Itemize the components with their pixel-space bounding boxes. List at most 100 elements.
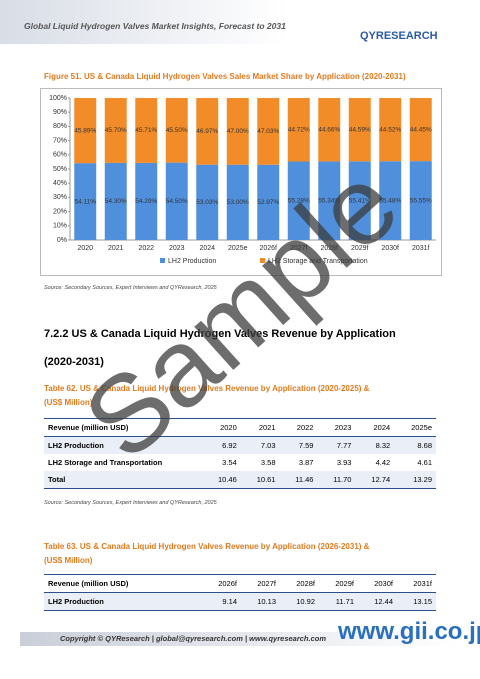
table-cell: 2027f (241, 574, 280, 593)
table-cell: 2024 (355, 418, 395, 437)
bar-segment (257, 98, 280, 165)
table-cell: 10.46 (202, 471, 241, 489)
bar-segment (196, 164, 219, 240)
bar-segment (257, 164, 280, 240)
table-cell: Revenue (million USD) (44, 574, 202, 593)
y-tick-label: 80% (53, 123, 67, 130)
table-cell: 2029f (319, 574, 358, 593)
bar-segment (287, 98, 310, 162)
figure-caption: Figure 51. US & Canada Liquid Hydrogen V… (44, 72, 406, 81)
table-cell: 10.92 (280, 592, 319, 611)
table-cell: 2021 (240, 418, 280, 437)
table-cell: 12.74 (355, 471, 395, 489)
table-cell: 2025e (394, 418, 436, 437)
table-row: LH2 Production 6.92 7.03 7.59 7.77 8.32 8.68 (44, 436, 436, 454)
data-label: 46.97% (196, 128, 218, 135)
y-tick-label: 50% (53, 166, 67, 173)
data-label: 45.50% (166, 127, 188, 134)
table-cell: 4.42 (375, 458, 391, 467)
bar-segment (226, 98, 249, 165)
table-cell: 13.15 (397, 592, 436, 611)
legend-label: LH2 Production (168, 258, 216, 265)
data-label: 54.30% (105, 198, 127, 205)
table-cell: 3.58 (260, 458, 276, 467)
data-label: 44.59% (349, 126, 371, 133)
data-label: 44.45% (410, 126, 432, 133)
bar-segment (318, 98, 341, 162)
table-source: Source: Secondary Sources, Expert Interv… (44, 500, 217, 506)
x-tick-label: 2028f (320, 245, 338, 252)
table-cell: 11.70 (317, 471, 356, 489)
bar-segment (104, 162, 127, 240)
table-cell: 2022 (279, 418, 318, 437)
data-label: 45.89% (74, 127, 96, 134)
x-tick-label: 2022 (138, 245, 154, 252)
data-label: 55.48% (379, 197, 401, 204)
section-heading: (2020-2031) (44, 356, 104, 368)
data-label: 54.11% (74, 198, 96, 205)
table-cell: Revenue (million USD) (44, 418, 202, 437)
table: Revenue (million USD) 2026f 2027f 2028f 2029… (44, 574, 436, 611)
bar-segment (409, 161, 432, 240)
bar-segment (409, 98, 432, 162)
data-label: 44.72% (288, 126, 310, 133)
figure-source: Source: Secondary Sources, Expert Interv… (44, 285, 217, 291)
data-label: 44.66% (318, 126, 340, 133)
bar-segment (318, 161, 341, 240)
data-label: 53.00% (227, 199, 249, 206)
logo: QYRESEARCH (360, 30, 438, 42)
x-tick-label: 2029f (351, 245, 369, 252)
table-row: Total 10.46 10.61 11.46 11.70 12.74 13.29 (44, 471, 436, 489)
table-row: LH2 Storage and Transportation 3.54 3.58 3.… (44, 454, 436, 471)
x-tick-label: 2031f (412, 245, 430, 252)
bar-segment (348, 161, 371, 240)
bar-segment (74, 98, 97, 164)
data-label: 54.50% (166, 198, 188, 205)
chart: 0% 10% 20% 30% 40% 50% 60% 70% 80% 90% 100% 2020 54.… (40, 88, 442, 276)
data-label: 44.52% (379, 126, 401, 133)
table-caption: Table 62. US & Canada Liquid Hydrogen Va… (44, 382, 369, 410)
data-label: 45.71% (135, 127, 157, 134)
caption-line: Table 63. US & Canada Liquid Hydrogen Va… (44, 542, 370, 551)
caption-line: Table 62. US & Canada Liquid Hydrogen Va… (44, 384, 370, 393)
data-label: 47.00% (227, 128, 249, 135)
x-tick-label: 2023 (169, 245, 185, 252)
data-label: 53.03% (196, 199, 218, 206)
table-cell: 4.61 (417, 458, 432, 467)
table-cell: 2020 (202, 418, 241, 437)
legend-swatch (260, 258, 265, 263)
table-row: LH2 Production 9.14 10.13 10.92 11.71 12.44 13… (44, 592, 436, 611)
table-row: Revenue (million USD) 2026f 2027f 2028f 2029… (44, 574, 436, 593)
table-cell: 11.46 (279, 471, 318, 489)
bar-segment (379, 161, 402, 240)
x-tick-label: 2030f (381, 245, 399, 252)
bar-segment (226, 164, 249, 240)
data-label: 55.28% (288, 197, 310, 204)
table-cell: 3.54 (222, 458, 237, 467)
table-cell: 8.68 (394, 436, 436, 454)
bar-segment (348, 98, 371, 162)
data-label: 52.97% (257, 199, 279, 206)
data-label: 47.03% (257, 128, 279, 135)
bar-segment (135, 162, 158, 240)
table-cell: Total (44, 471, 202, 489)
data-label: 55.55% (410, 197, 432, 204)
legend-label: LH2 Storage and Transportation (268, 258, 368, 265)
data-label: 55.34% (318, 197, 340, 204)
y-tick-label: 0% (57, 237, 67, 244)
y-tick-label: 10% (53, 223, 67, 230)
table-cell: LH2 Storage and Transportation (48, 458, 163, 467)
data-label: 45.70% (105, 127, 127, 134)
bar-segment (165, 162, 188, 240)
table-cell: 8.32 (355, 436, 395, 454)
table-cell: 10.61 (240, 471, 280, 489)
bar-segment (165, 98, 188, 163)
x-tick-label: 2027f (290, 245, 308, 252)
header-title: Global Liquid Hydrogen Valves Market Ins… (24, 21, 286, 31)
table-cell: 11.71 (319, 592, 358, 611)
table-row: Revenue (million USD) 2020 2021 2022 2023 202… (44, 418, 436, 437)
bar-segment (196, 98, 219, 165)
table-cell: 10.13 (241, 592, 280, 611)
bar-segment (74, 163, 97, 240)
section-heading: 7.2.2 US & Canada Liquid Hydrogen Valves… (44, 328, 396, 340)
